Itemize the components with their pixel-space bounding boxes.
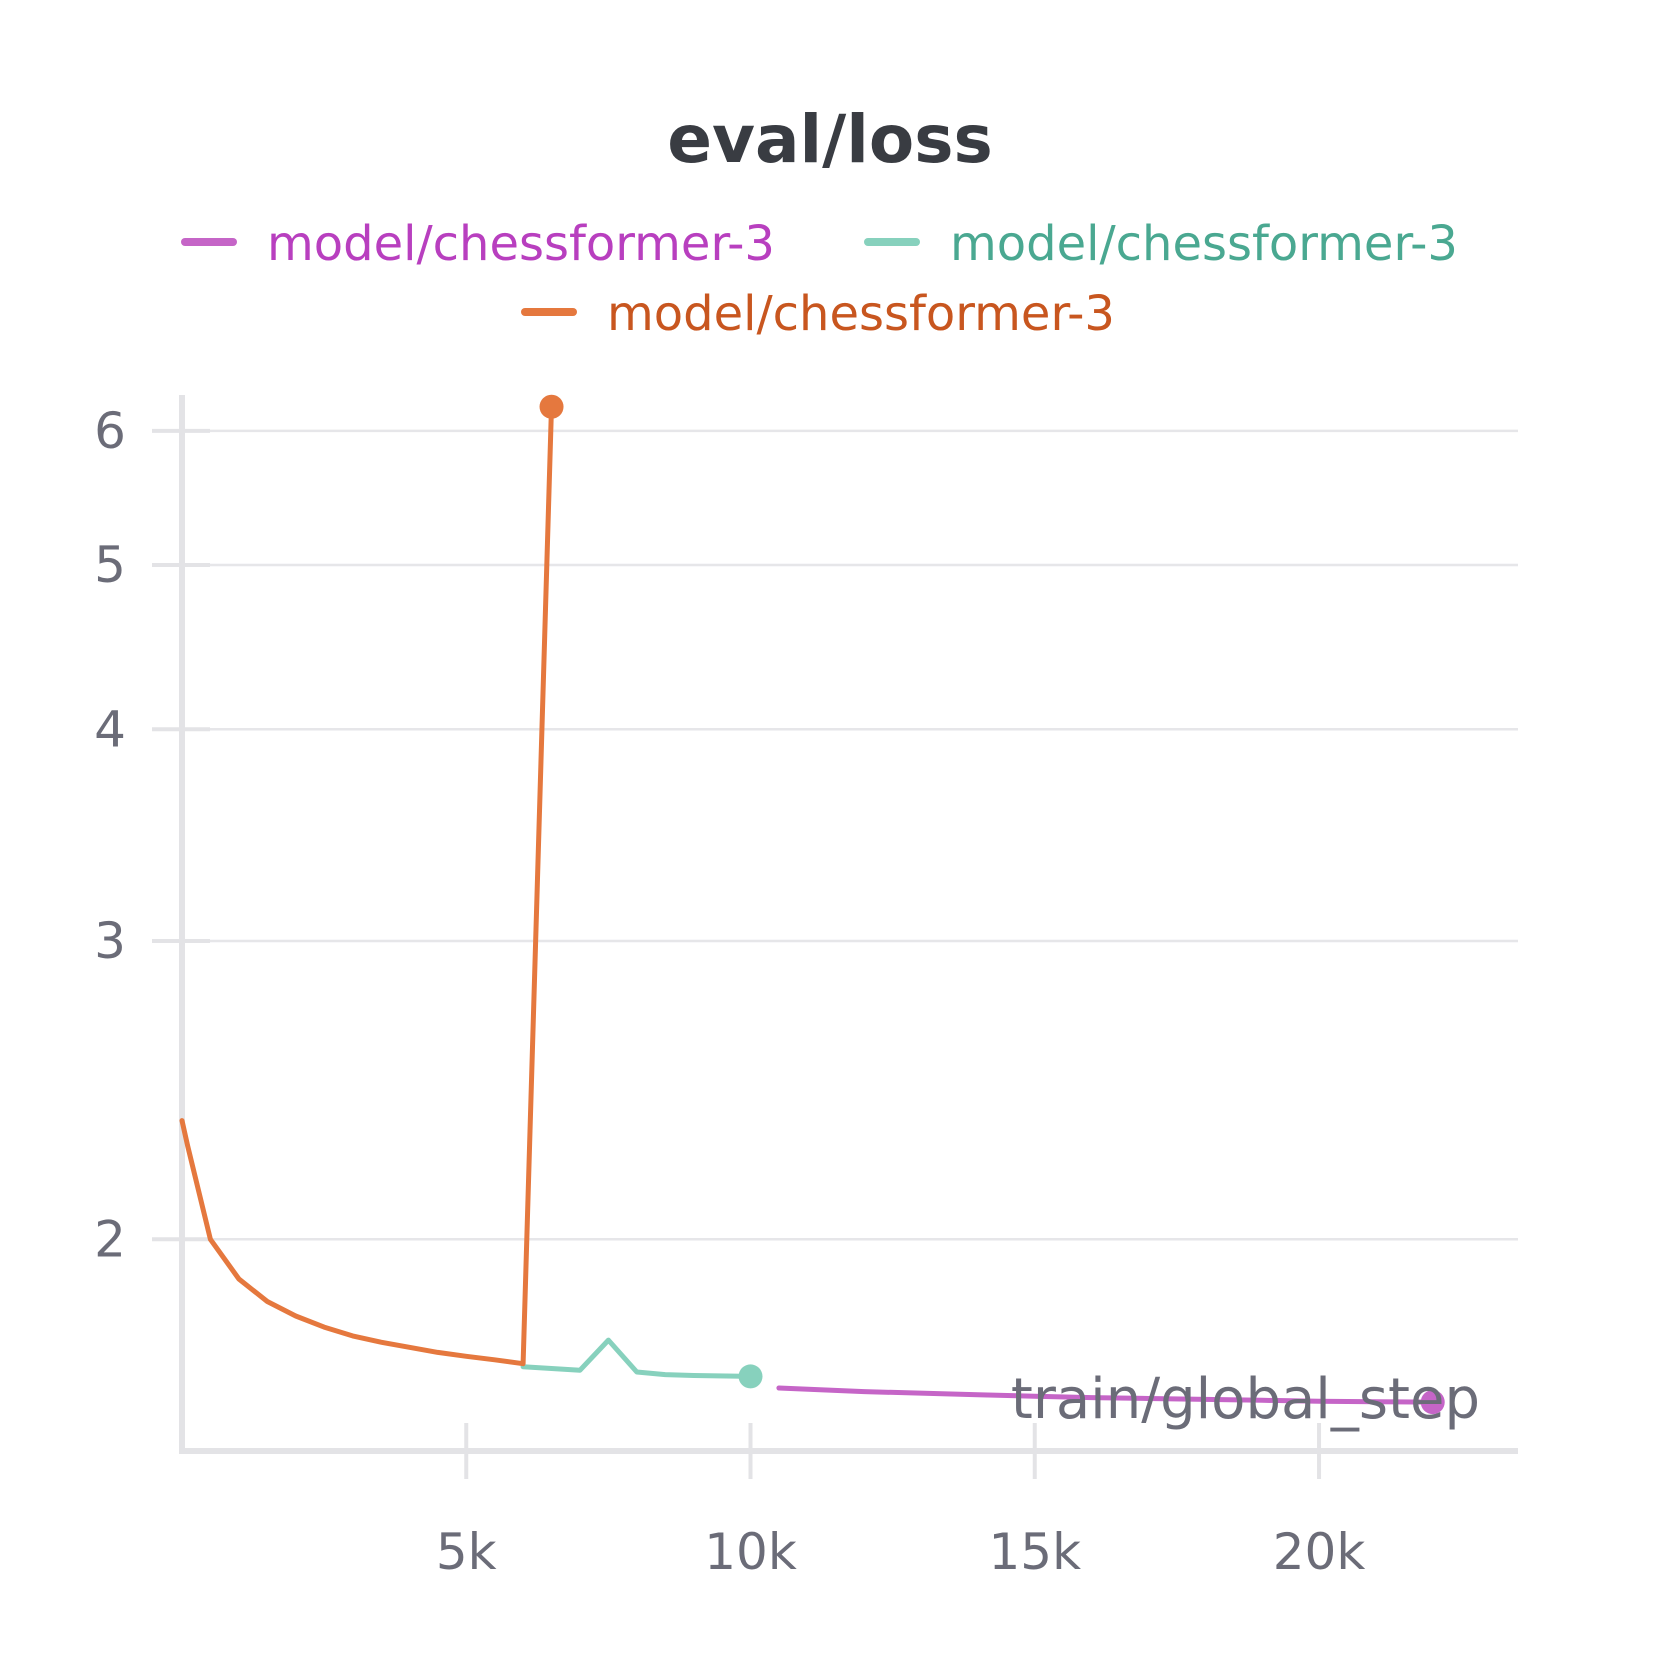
tick-labels: 2 3 4 5 6 5k 10k 15k 20k — [94, 402, 1365, 1581]
y-tick-label: 5 — [94, 536, 126, 594]
series-group — [179, 394, 1445, 1415]
chart-title: eval/loss — [667, 101, 993, 178]
legend-label-3: model/chessformer-3 — [607, 286, 1115, 342]
x-axis-label: train/global_step — [1011, 1367, 1480, 1432]
legend: model/chessformer-3 model/chessformer-3 mo… — [181, 216, 1458, 342]
series-line-2 — [520, 1337, 753, 1379]
series-end-marker-3 — [539, 394, 564, 419]
y-tick-label: 3 — [94, 912, 126, 970]
y-tick-label: 6 — [94, 402, 126, 460]
series-end-marker-1 — [1420, 1390, 1445, 1415]
legend-label-1: model/chessformer-3 — [267, 216, 775, 272]
series-line-1 — [776, 1385, 1436, 1405]
x-tick-label: 5k — [436, 1523, 497, 1581]
legend-label-2: model/chessformer-3 — [950, 216, 1458, 272]
x-tick-label: 10k — [704, 1523, 797, 1581]
x-tick-label: 15k — [988, 1523, 1081, 1581]
series-line-3 — [179, 404, 554, 1367]
y-tick-label: 2 — [94, 1210, 126, 1268]
axes — [152, 395, 1518, 1479]
series-end-marker-2 — [738, 1364, 763, 1389]
x-tick-label: 20k — [1273, 1523, 1366, 1581]
grid — [152, 429, 1518, 1241]
y-tick-label: 4 — [94, 700, 126, 758]
